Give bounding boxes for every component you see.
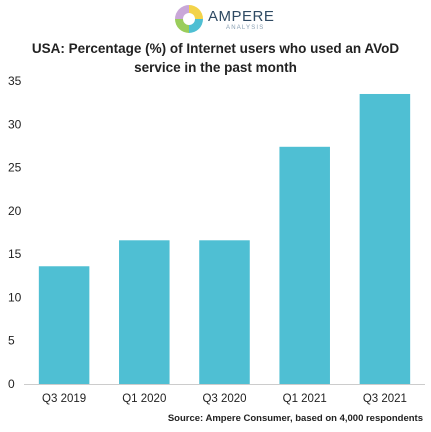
chart-title: USA: Percentage (%) of Internet users wh… [0, 39, 431, 77]
y-tick-label: 35 [8, 74, 22, 88]
y-tick-label: 0 [8, 377, 15, 391]
x-tick-label: Q1 2020 [122, 393, 166, 405]
chart-title-line-2: service in the past month [134, 60, 297, 75]
logo-wordmark: AMPERE [208, 8, 275, 25]
source-note: Source: Ampere Consumer, based on 4,000 … [167, 413, 423, 424]
x-tick-label: Q3 2019 [42, 393, 86, 405]
x-tick-label: Q3 2020 [202, 393, 246, 405]
bar [359, 93, 411, 384]
bar [279, 146, 330, 384]
y-tick-label: 30 [8, 117, 22, 131]
x-tick-label: Q1 2021 [283, 393, 327, 405]
y-tick-label: 5 [8, 334, 15, 348]
chart-title-line-1: USA: Percentage (%) of Internet users wh… [31, 41, 400, 56]
bar [119, 240, 170, 384]
bar [38, 266, 90, 384]
logo-subtitle: ANALYSIS [226, 25, 265, 31]
y-tick-label: 25 [8, 161, 22, 175]
bar [199, 240, 250, 384]
ampere-logo-icon [175, 5, 203, 33]
y-tick-label: 15 [8, 247, 22, 261]
y-tick-label: 20 [8, 204, 22, 218]
y-tick-label: 10 [8, 290, 22, 304]
x-tick-label: Q3 2021 [363, 393, 407, 405]
ampere-logo: AMPERE ANALYSIS [174, 4, 274, 36]
